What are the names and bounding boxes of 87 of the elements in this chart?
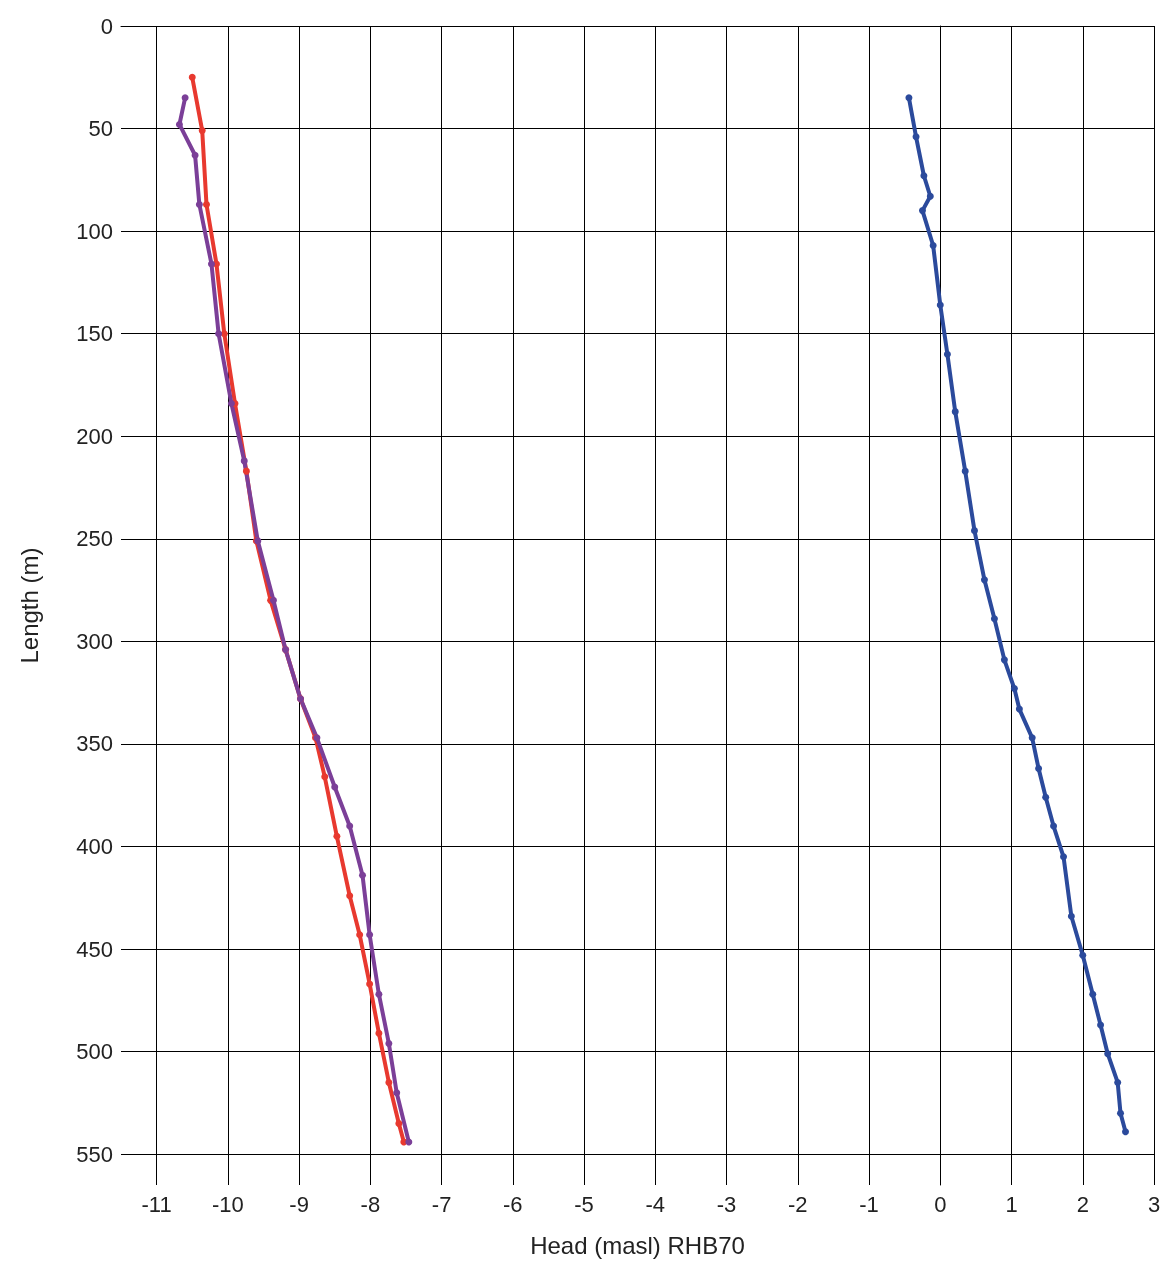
point (366, 980, 374, 988)
point (918, 207, 926, 215)
y-tick-label: 550 (76, 1141, 113, 1167)
y-axis-title: Length (m) (15, 547, 43, 664)
point (375, 990, 383, 998)
point (366, 931, 374, 939)
point (1104, 1050, 1112, 1058)
point (175, 120, 183, 128)
y-tick-label: 500 (76, 1039, 113, 1065)
x-tick-label: -9 (289, 1191, 309, 1217)
y-tick-label: 400 (76, 834, 113, 860)
point (356, 931, 364, 939)
y-tick-label: 50 (88, 116, 113, 142)
point (970, 527, 978, 535)
point (1060, 853, 1068, 861)
x-tick-label: -4 (645, 1191, 666, 1217)
point (1114, 1078, 1122, 1086)
x-tick-label: -3 (716, 1191, 737, 1217)
point (929, 241, 937, 249)
point (346, 822, 354, 830)
point (393, 1089, 401, 1097)
point (912, 133, 920, 141)
x-tick-label: -7 (431, 1191, 452, 1217)
point (1028, 734, 1036, 742)
point (242, 467, 250, 475)
point (1050, 822, 1058, 830)
point (1117, 1109, 1125, 1117)
point (980, 576, 988, 584)
point (385, 1039, 393, 1047)
point (1035, 765, 1043, 773)
x-axis-title: Head (masl) RHB70 (530, 1231, 745, 1259)
point (1010, 685, 1018, 693)
point (220, 330, 228, 338)
point (1067, 912, 1075, 920)
x-tick-label: -10 (211, 1191, 244, 1217)
x-tick-label: 0 (934, 1191, 947, 1217)
point (181, 94, 189, 102)
point (215, 330, 223, 338)
x-tick-label: -1 (859, 1191, 879, 1217)
x-tick-label: -2 (788, 1191, 808, 1217)
point (207, 260, 215, 268)
x-tick-label: -8 (360, 1191, 381, 1217)
point (1122, 1128, 1129, 1136)
point (385, 1078, 393, 1086)
point (905, 94, 913, 102)
point (936, 301, 944, 309)
x-tick-label: -6 (503, 1191, 523, 1217)
point (240, 457, 248, 465)
point (203, 200, 210, 208)
point (990, 615, 998, 623)
point (227, 399, 235, 407)
y-tick-label: 450 (76, 936, 113, 962)
y-tick-label: 200 (76, 423, 113, 449)
point (346, 892, 354, 900)
point (188, 73, 196, 81)
point (195, 200, 203, 208)
point (943, 350, 951, 358)
point (331, 783, 339, 791)
point (198, 127, 206, 135)
point (375, 1029, 383, 1037)
point (359, 871, 367, 879)
point (1097, 1021, 1105, 1029)
y-tick-label: 300 (76, 628, 113, 654)
x-tick-label: 1 (1005, 1191, 1018, 1217)
point (191, 151, 199, 159)
point (920, 172, 928, 180)
y-tick-label: 150 (76, 321, 113, 347)
point (961, 467, 969, 475)
point (926, 192, 934, 200)
x-tick-label: 2 (1076, 1191, 1089, 1217)
point (321, 773, 329, 781)
y-tick-label: 350 (76, 731, 113, 757)
point (1042, 793, 1050, 801)
point (1015, 705, 1023, 713)
point (405, 1138, 413, 1146)
point (333, 832, 341, 840)
y-tick-label: 100 (76, 218, 113, 244)
x-tick-label: -11 (141, 1191, 172, 1217)
x-tick-label: -5 (574, 1191, 594, 1217)
y-tick-label: 250 (76, 526, 113, 552)
y-tick-label: 0 (100, 13, 113, 39)
x-tick-label: 3 (1147, 1191, 1161, 1217)
point (1089, 990, 1097, 998)
point (395, 1119, 403, 1127)
point (951, 408, 959, 416)
point (1079, 951, 1087, 959)
point (1000, 656, 1008, 664)
